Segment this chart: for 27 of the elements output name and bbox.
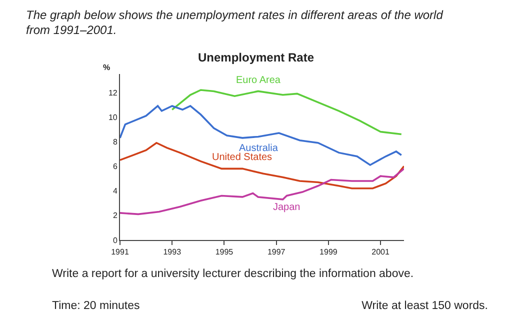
y-tick-label: 10 — [108, 112, 118, 122]
y-tick-label: 12 — [108, 88, 118, 98]
y-tick-label: 4 — [112, 186, 118, 196]
series-label: Japan — [273, 202, 300, 213]
chart-title: Unemployment Rate — [198, 50, 314, 64]
y-tick-label: 6 — [112, 162, 118, 172]
x-tick-label: 2001 — [372, 248, 390, 257]
series-label: Australia — [239, 143, 278, 154]
text: The graph below shows the unemployment rates in different areas of the world from 1991–2001. — [26, 8, 444, 38]
line-series — [120, 105, 402, 166]
x-tick-label: 1991 — [111, 248, 130, 257]
line-series — [171, 89, 402, 136]
y-tick-label: 8 — [112, 137, 118, 146]
line-series — [120, 168, 404, 216]
x-tick-label: 1995 — [215, 248, 234, 257]
text: Write a report for a university lecturer describing the information above. — [52, 268, 414, 280]
y-tick-label: 0 — [112, 236, 118, 245]
text: Write at least 150 words. — [362, 300, 488, 312]
y-axis-title: % — [103, 63, 110, 72]
x-tick-label: 1997 — [267, 248, 286, 257]
x-tick-label: 1993 — [163, 248, 182, 257]
y-tick-label: 2 — [112, 211, 118, 220]
series-label: United States — [212, 152, 272, 163]
series-label: Euro Area — [236, 75, 281, 86]
x-tick-label: 1999 — [320, 248, 338, 257]
text: Time: 20 minutes — [52, 300, 140, 312]
line-series — [120, 142, 404, 190]
